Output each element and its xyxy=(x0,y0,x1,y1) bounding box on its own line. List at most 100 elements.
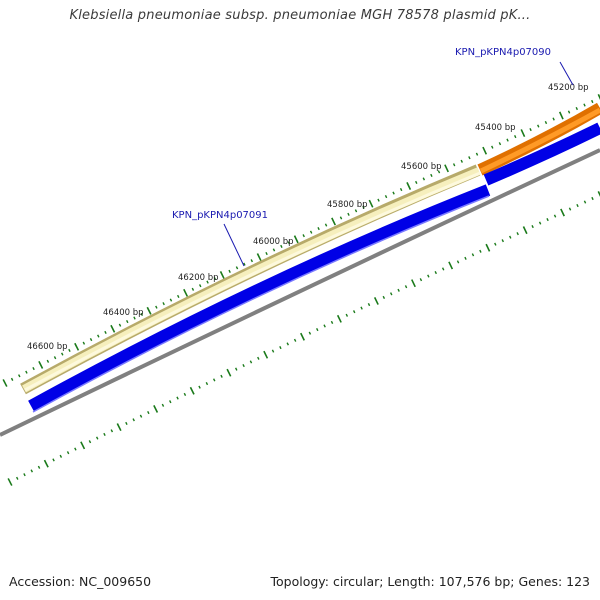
major-tick xyxy=(183,288,189,297)
minor-tick xyxy=(367,302,371,307)
major-tick xyxy=(560,208,565,217)
minor-tick xyxy=(23,473,26,477)
minor-tick xyxy=(419,278,423,282)
minor-tick xyxy=(235,367,238,371)
minor-tick xyxy=(434,270,437,275)
minor-tick xyxy=(317,227,320,231)
major-tick xyxy=(558,111,564,120)
minor-tick xyxy=(479,249,482,253)
scale-label: 46000 bp xyxy=(253,237,294,247)
major-tick xyxy=(110,324,116,333)
major-tick xyxy=(482,146,488,155)
scale-label: 46400 bp xyxy=(103,308,144,318)
minor-tick xyxy=(422,177,426,181)
major-tick xyxy=(7,478,13,486)
minor-tick xyxy=(169,400,172,404)
inner-tick-ring xyxy=(7,191,600,486)
minor-tick xyxy=(427,274,430,278)
minor-tick xyxy=(52,458,55,462)
scale-label: 46200 bp xyxy=(178,273,219,283)
minor-tick xyxy=(89,338,93,342)
major-tick xyxy=(406,182,412,190)
minor-tick xyxy=(494,242,497,246)
minor-tick xyxy=(471,253,475,257)
minor-tick xyxy=(309,230,313,234)
minor-tick xyxy=(399,187,403,192)
gene-label-kpn-pkpn4p07091[interactable]: KPN_pKPN4p07091 xyxy=(172,210,268,267)
minor-tick xyxy=(323,324,326,328)
accession-text: Accession: NC_009650 xyxy=(9,574,152,589)
minor-tick xyxy=(147,411,150,415)
minor-tick xyxy=(74,447,77,451)
minor-tick xyxy=(183,392,187,396)
minor-tick xyxy=(220,374,223,378)
minor-tick xyxy=(531,225,534,229)
minor-tick xyxy=(66,451,70,455)
minor-tick xyxy=(242,363,245,368)
minor-tick xyxy=(97,334,100,338)
minor-tick xyxy=(213,276,217,281)
minor-tick xyxy=(279,345,282,350)
minor-tick xyxy=(265,251,268,256)
svg-text:KPN_pKPN4p07091: KPN_pKPN4p07091 xyxy=(172,210,268,221)
major-tick xyxy=(43,459,49,468)
minor-tick xyxy=(552,117,555,121)
major-tick xyxy=(336,314,342,323)
minor-tick xyxy=(537,124,540,128)
minor-tick xyxy=(437,170,441,174)
minor-tick xyxy=(544,120,548,125)
minor-tick xyxy=(126,320,129,324)
major-tick xyxy=(38,360,44,369)
outer-tick-ring xyxy=(2,94,600,387)
minor-tick xyxy=(430,173,433,177)
minor-tick xyxy=(68,348,71,353)
minor-tick xyxy=(354,209,358,213)
minor-tick xyxy=(53,356,57,360)
minor-tick xyxy=(591,99,594,104)
major-tick xyxy=(2,379,8,387)
minor-tick xyxy=(287,241,291,245)
scale-label: 46600 bp xyxy=(27,342,68,352)
minor-tick xyxy=(324,223,328,227)
minor-tick xyxy=(583,200,587,204)
minor-tick xyxy=(460,159,463,163)
minor-tick xyxy=(46,359,50,363)
minor-tick xyxy=(576,203,579,208)
minor-tick xyxy=(330,320,334,324)
minor-tick xyxy=(235,266,239,270)
minor-tick xyxy=(139,414,143,418)
major-tick xyxy=(485,243,491,252)
major-tick xyxy=(300,332,305,341)
major-tick xyxy=(444,164,449,173)
major-tick xyxy=(226,368,232,377)
major-tick xyxy=(219,271,225,279)
minor-tick xyxy=(475,152,479,156)
minor-tick xyxy=(553,214,557,218)
minor-tick xyxy=(257,356,260,360)
minor-tick xyxy=(389,292,393,296)
minor-tick xyxy=(191,287,195,291)
cds-strand-arc[interactable] xyxy=(28,184,491,412)
backbone-arc xyxy=(0,148,600,437)
major-tick xyxy=(448,261,454,270)
minor-tick xyxy=(538,221,542,225)
cds-strand-arc-2[interactable] xyxy=(483,122,600,186)
minor-tick xyxy=(384,195,388,199)
major-tick xyxy=(263,350,269,359)
minor-tick xyxy=(176,396,179,400)
major-tick xyxy=(80,441,86,450)
minor-tick xyxy=(498,142,502,146)
scale-label: 45400 bp xyxy=(475,123,516,133)
minor-tick xyxy=(567,110,571,114)
minor-tick xyxy=(382,295,386,299)
minor-tick xyxy=(347,212,350,216)
gene-label-kpn-pkpn4p07090[interactable]: KPN_pKPN4p07090 xyxy=(455,47,574,86)
minor-tick xyxy=(316,328,319,332)
minor-tick xyxy=(60,352,64,356)
scale-label: 45800 bp xyxy=(327,200,368,210)
minor-tick xyxy=(464,256,467,260)
major-tick xyxy=(597,94,600,100)
minor-tick xyxy=(452,163,456,167)
minor-tick xyxy=(392,191,395,195)
